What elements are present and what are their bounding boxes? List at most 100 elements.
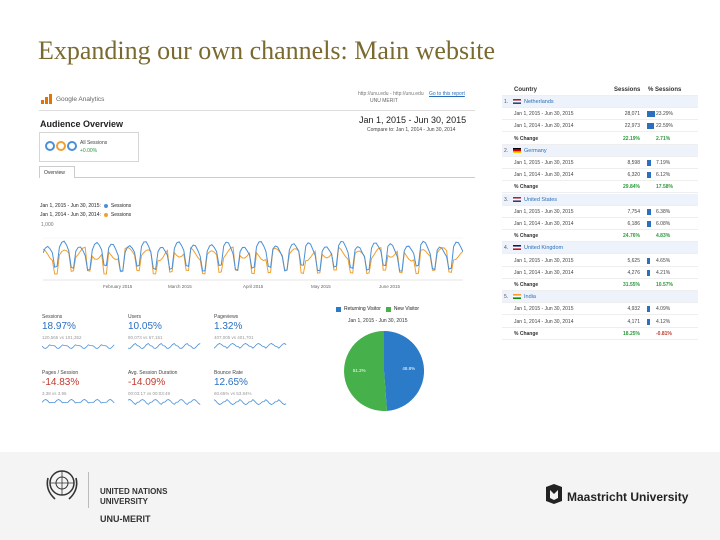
legend-2014: Jan 1, 2014 - Jun 30, 2014: Sessions xyxy=(40,212,131,218)
date-range[interactable]: Jan 1, 2015 - Jun 30, 2015 xyxy=(359,115,467,125)
tab-overview[interactable]: Overview xyxy=(39,166,75,178)
country-link[interactable]: United Kingdom xyxy=(524,245,564,252)
metric-card-pageviews[interactable]: Pageviews 1.32% 407,005 vs 401,701 xyxy=(211,314,291,374)
country-row[interactable]: 1. Netherlands xyxy=(502,96,698,108)
sessions-value: 31.55% xyxy=(623,282,640,288)
metric-value: 10.05% xyxy=(128,321,162,332)
country-link[interactable]: India xyxy=(524,294,536,301)
metric-card-bounce-rate[interactable]: Bounce Rate 12.65% 60.65% vs 53.84% xyxy=(211,370,291,430)
ga-logo: Google Analytics xyxy=(41,93,111,105)
sessions-value: 29.84% xyxy=(623,184,640,191)
legend-metric: Sessions xyxy=(110,212,132,218)
col-header-country[interactable]: Country xyxy=(514,87,537,93)
ga-report-panel: Google Analytics http://unu.edu - http:/… xyxy=(33,84,475,419)
country-link[interactable]: United States xyxy=(524,196,558,203)
un-university-name: UNITED NATIONS UNIVERSITY xyxy=(100,487,167,507)
row-label: Jan 1, 2015 - Jun 30, 2015 xyxy=(514,306,574,313)
country-row[interactable]: 4. United Kingdom xyxy=(502,242,698,255)
segment-card[interactable]: All Sessions +0.00% xyxy=(39,132,139,162)
un-name-line2: UNIVERSITY xyxy=(100,497,149,506)
sessions-value: 22.19% xyxy=(623,135,640,142)
country-row[interactable]: 2. Germany xyxy=(502,144,698,157)
date-range-row: Jan 1, 2014 - Jun 30, 2014 4,171 4.12% xyxy=(502,316,698,328)
go-to-report-link[interactable]: Go to this report xyxy=(429,91,465,97)
metric-card-sessions[interactable]: Sessions 18.97% 120,565 vs 101,352 xyxy=(39,314,119,374)
pct-sessions-value: 6.08% xyxy=(656,221,671,227)
sessions-value: 6,186 xyxy=(627,221,640,227)
sessions-value: 4,276 xyxy=(627,269,640,276)
property-name: UNU MERIT xyxy=(370,98,398,104)
legend-dot-icon xyxy=(103,213,108,217)
x-tick-label: June 2015 xyxy=(379,284,401,289)
pct-change-row: % Change 29.84% 17.58% xyxy=(502,181,698,194)
sessions-value: 24.76% xyxy=(623,233,640,240)
legend-metric: Sessions xyxy=(110,203,132,209)
pct-sessions-value: 22.59% xyxy=(656,123,673,130)
pct-sessions-value: 4.65% xyxy=(656,257,671,264)
share-bar xyxy=(647,257,651,264)
pie-slice-new xyxy=(344,331,388,411)
x-axis-labels: February 2015 March 2015 April 2015 May … xyxy=(43,284,463,292)
sessions-value: 6,320 xyxy=(627,172,640,179)
pie-date: Jan 1, 2015 - Jun 30, 2015 xyxy=(348,318,408,324)
country-link[interactable]: Germany xyxy=(524,147,547,154)
country-row[interactable]: 5. India xyxy=(502,291,698,304)
slide-title: Expanding our own channels: Main website xyxy=(38,36,496,65)
sessions-value: 5,625 xyxy=(627,257,640,264)
metric-label: Avg. Session Duration xyxy=(128,370,178,376)
pct-change-row: % Change 22.19% 2.71% xyxy=(502,133,698,145)
share-bar xyxy=(647,160,651,166)
pct-change-row: % Change 18.25% -0.81% xyxy=(502,328,698,340)
date-range-row: Jan 1, 2015 - Jun 30, 2015 7,754 6.38% xyxy=(502,206,698,218)
share-bar xyxy=(647,221,651,227)
pct-sessions-value: 10.57% xyxy=(656,282,673,288)
sessions-value: 7,754 xyxy=(627,208,640,215)
metric-card-users[interactable]: Users 10.05% 80,073 vs 67,151 xyxy=(125,314,205,374)
pie-slice-returning xyxy=(384,330,425,411)
un-emblem-icon xyxy=(46,470,78,500)
row-label: Jan 1, 2014 - Jun 30, 2014 xyxy=(514,318,574,325)
date-range-row: Jan 1, 2014 - Jun 30, 2014 4,276 4.21% xyxy=(502,267,698,279)
row-index: 3. xyxy=(504,196,509,203)
metric-card-pages-per-session[interactable]: Pages / Session -14.83% 3.38 vs 3.96 xyxy=(39,370,119,430)
pct-sessions-value: -0.81% xyxy=(656,330,672,337)
country-table: Country Sessions % Sessions 1. Netherlands Ja… xyxy=(502,84,698,399)
flag-icon xyxy=(513,294,521,300)
sessions-value: 28,071 xyxy=(624,111,640,118)
pct-sessions-value: 6.38% xyxy=(656,208,671,215)
metric-label: Bounce Rate xyxy=(214,370,243,376)
metric-card-avg-session-duration[interactable]: Avg. Session Duration -14.09% 00:03:17 v… xyxy=(125,370,205,430)
col-header-pct-sessions[interactable]: % Sessions xyxy=(648,87,682,93)
y-axis-label: 1,000 xyxy=(41,222,54,228)
row-index: 2. xyxy=(504,147,509,154)
country-row[interactable]: 3. United States xyxy=(502,193,698,206)
share-bar xyxy=(647,123,655,130)
share-bar xyxy=(647,172,651,179)
row-label: Jan 1, 2015 - Jun 30, 2015 xyxy=(514,257,574,264)
un-name-line1: UNITED NATIONS xyxy=(100,487,168,496)
row-index: 1. xyxy=(504,99,509,105)
x-tick-label: May 2015 xyxy=(311,284,331,289)
divider xyxy=(39,110,475,111)
share-bar xyxy=(647,318,651,325)
share-bar xyxy=(647,306,651,313)
footer xyxy=(0,452,720,540)
metric-label: Sessions xyxy=(42,314,63,320)
un-merit-label: UNU-MERIT xyxy=(100,514,151,524)
col-header-sessions[interactable]: Sessions xyxy=(614,87,641,93)
row-label: Jan 1, 2015 - Jun 30, 2015 xyxy=(514,111,574,118)
divider xyxy=(88,472,89,508)
country-link[interactable]: Netherlands xyxy=(524,99,554,105)
pie-slice-label: 51.2% xyxy=(353,368,366,373)
analytics-icon xyxy=(41,94,53,104)
pct-sessions-value: 7.19% xyxy=(656,160,671,166)
pct-sessions-value: 23.29% xyxy=(656,111,673,118)
pie-legend: Returning Visitor New Visitor xyxy=(336,306,419,312)
metric-sub: 407,005 vs 401,701 xyxy=(214,335,254,340)
report-heading: Audience Overview xyxy=(40,119,124,129)
sessions-value: 8,598 xyxy=(627,160,640,166)
row-label: % Change xyxy=(514,330,539,337)
row-label: Jan 1, 2014 - Jun 30, 2014 xyxy=(514,172,574,179)
metric-value: -14.09% xyxy=(128,377,166,388)
sparkline xyxy=(214,399,287,405)
